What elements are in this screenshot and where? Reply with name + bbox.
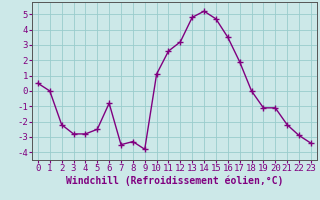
X-axis label: Windchill (Refroidissement éolien,°C): Windchill (Refroidissement éolien,°C): [66, 176, 283, 186]
